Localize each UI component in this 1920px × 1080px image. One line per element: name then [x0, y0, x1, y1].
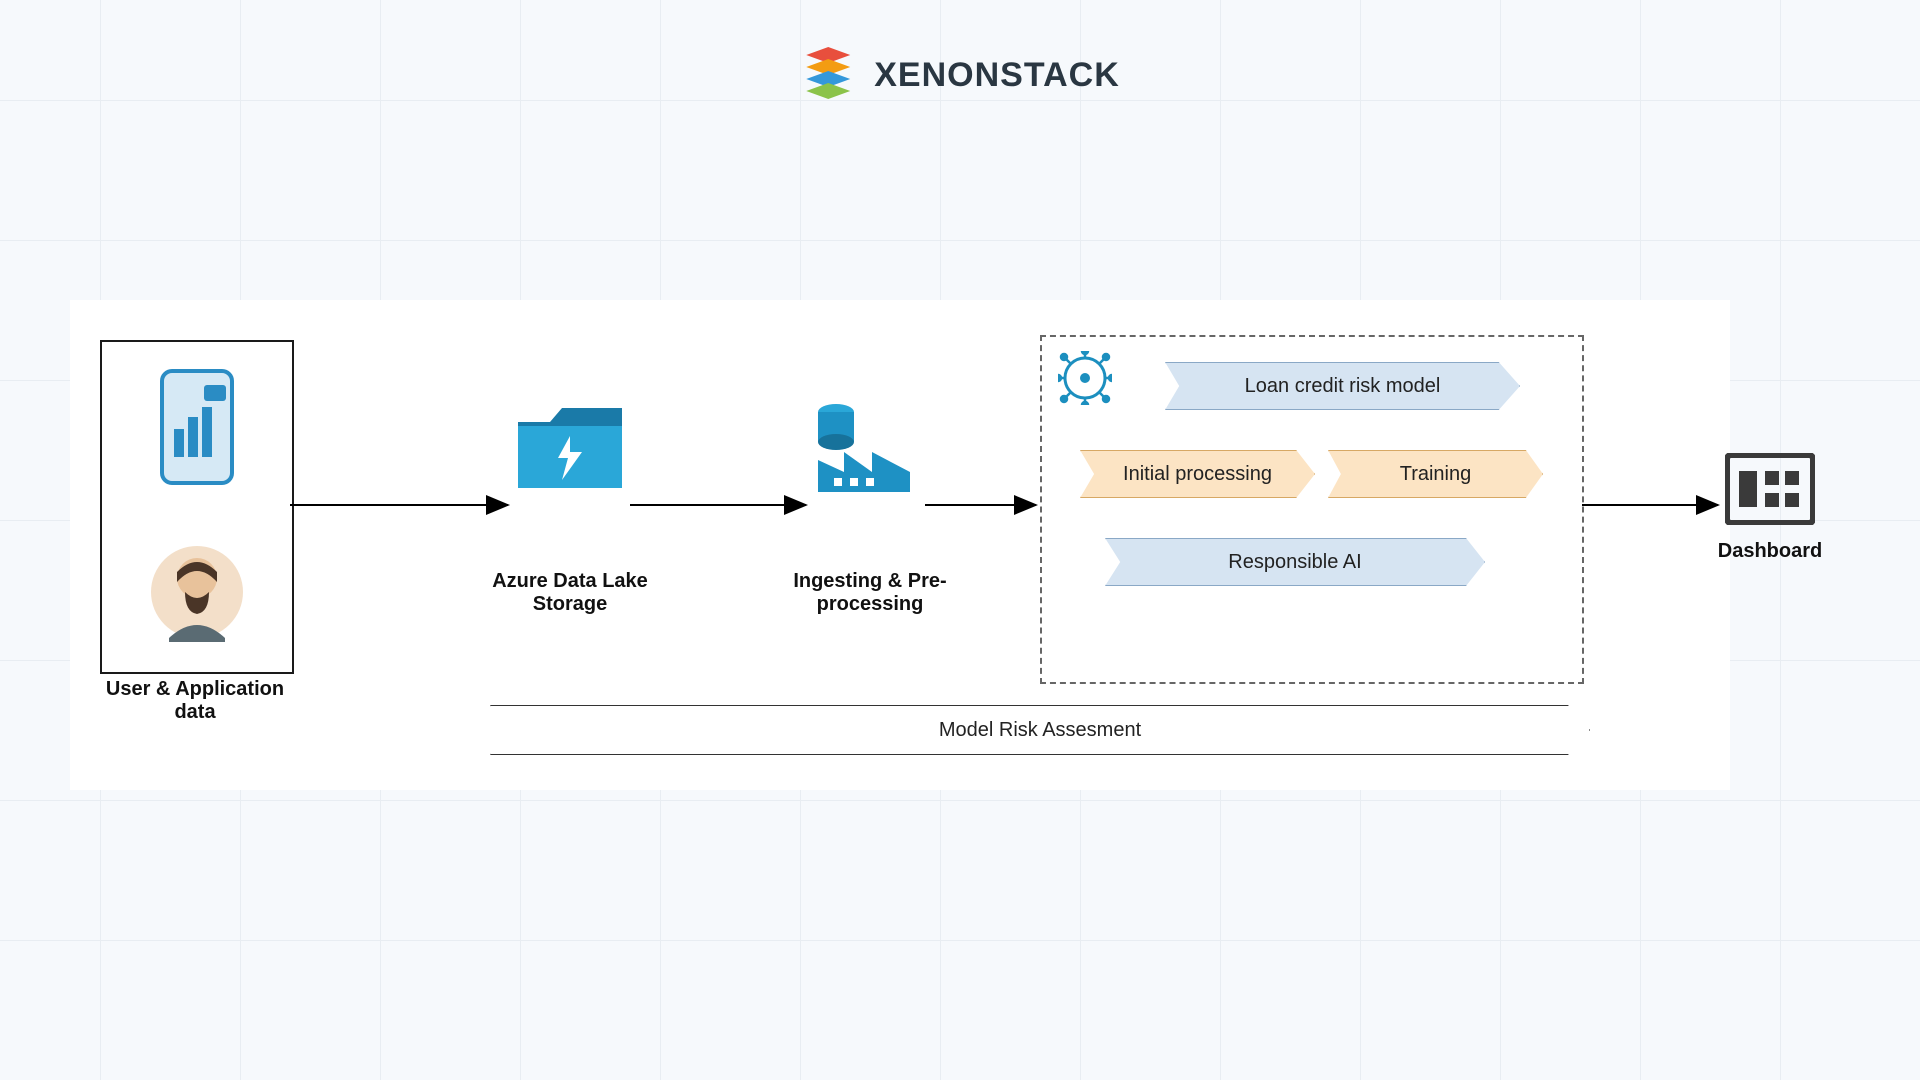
factory-data-icon: [810, 400, 920, 505]
chevron-loan: Loan credit risk model: [1165, 362, 1520, 410]
chevron-training-label: Training: [1400, 463, 1472, 486]
diagram-panel: User & Application data Azure Data Lake …: [70, 300, 1730, 790]
chevron-respai-label: Responsible AI: [1228, 551, 1361, 574]
chevron-model-risk: Model Risk Assesment: [490, 705, 1590, 755]
node-user-label: User & Application data: [90, 678, 300, 724]
chevron-initproc: Initial processing: [1080, 450, 1315, 498]
chevron-model-risk-label: Model Risk Assesment: [939, 719, 1141, 742]
node-user-box: [100, 340, 294, 674]
dashboard-icon: [1725, 453, 1815, 530]
phone-chart-icon: [156, 367, 238, 492]
chevron-initproc-label: Initial processing: [1123, 463, 1272, 486]
chevron-training: Training: [1328, 450, 1543, 498]
node-storage-label: Azure Data Lake Storage: [455, 570, 685, 616]
brand-text: XENONSTACK: [874, 56, 1120, 95]
user-avatar-icon: [147, 542, 247, 647]
chevron-respai: Responsible AI: [1105, 538, 1485, 586]
node-dashboard-label: Dashboard: [1700, 540, 1840, 563]
ai-brain-icon: [1058, 351, 1112, 410]
chevron-loan-label: Loan credit risk model: [1245, 375, 1441, 398]
brand-header: XENONSTACK: [800, 45, 1120, 106]
node-ingest-label: Ingesting & Pre-processing: [760, 570, 980, 616]
folder-bolt-icon: [510, 400, 630, 500]
xenonstack-logo-icon: [800, 45, 856, 106]
